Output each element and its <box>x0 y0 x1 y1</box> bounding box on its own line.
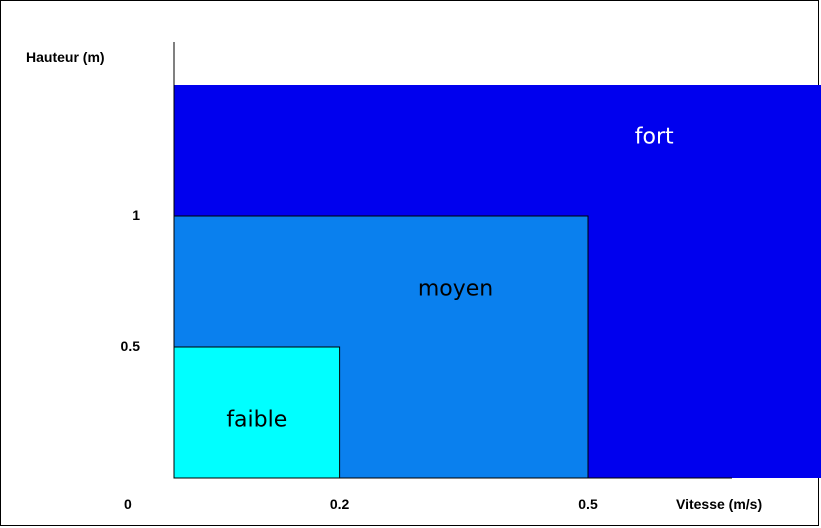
y-tick-label: 1 <box>132 207 140 223</box>
zone-label-moyen: moyen <box>418 276 493 301</box>
y-tick-label: 0.5 <box>121 338 141 354</box>
origin-tick-label: 0 <box>124 496 132 512</box>
zone-faible <box>173 346 341 479</box>
zone-label-fort: fort <box>635 124 674 149</box>
ticks-layer: 0.2 0.5 0.5 1 <box>121 207 598 512</box>
x-axis-label: Vitesse (m/s) <box>676 496 762 512</box>
x-tick-label: 0.5 <box>578 496 598 512</box>
zone-label-faible: faible <box>226 407 287 432</box>
y-axis-label: Hauteur (m) <box>26 49 105 65</box>
zones-layer: fort moyen faible <box>173 85 821 479</box>
x-tick-label: 0.2 <box>330 496 350 512</box>
